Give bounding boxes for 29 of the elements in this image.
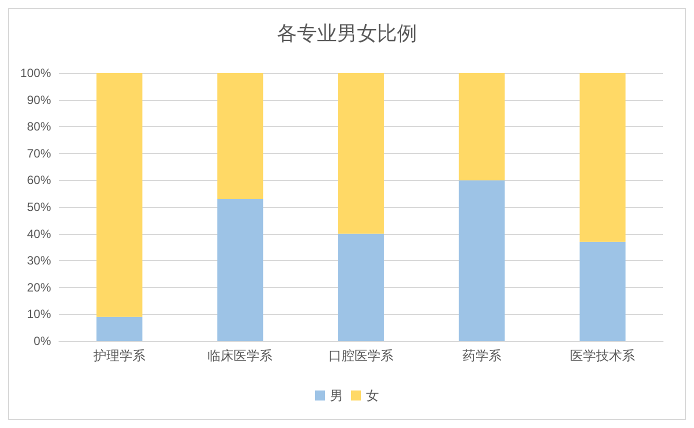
y-tick-label: 30% [26, 254, 52, 268]
x-tick-label: 护理学系 [92, 348, 146, 363]
y-tick-label: 20% [26, 280, 52, 294]
bar [217, 73, 264, 199]
bar [96, 316, 142, 341]
legend-label: 男 [330, 388, 343, 403]
bar [338, 73, 384, 234]
bar [580, 73, 626, 242]
bar [458, 180, 505, 341]
y-tick-label: 90% [26, 92, 52, 107]
bar [580, 242, 626, 341]
y-tick-label: 50% [26, 200, 52, 214]
x-tick-label: 口腔医学系 [328, 348, 394, 363]
legend-label: 女 [366, 388, 379, 403]
y-tick-label: 10% [26, 307, 52, 322]
bar [96, 73, 142, 317]
bar [338, 234, 384, 341]
y-tick-label: 60% [26, 173, 52, 188]
chart-title: 各专业男女比例 [277, 23, 417, 45]
bar [217, 198, 264, 341]
y-tick-label: 100% [20, 66, 52, 80]
y-tick-label: 70% [26, 146, 52, 160]
y-tick-label: 40% [26, 226, 52, 241]
x-tick-label: 临床医学系 [208, 348, 273, 363]
y-tick-label: 0% [34, 334, 52, 348]
y-tick-label: 80% [26, 120, 52, 134]
bar [458, 73, 505, 180]
x-tick-label: 药学系 [462, 348, 502, 363]
x-tick-label: 医学技术系 [570, 348, 636, 363]
